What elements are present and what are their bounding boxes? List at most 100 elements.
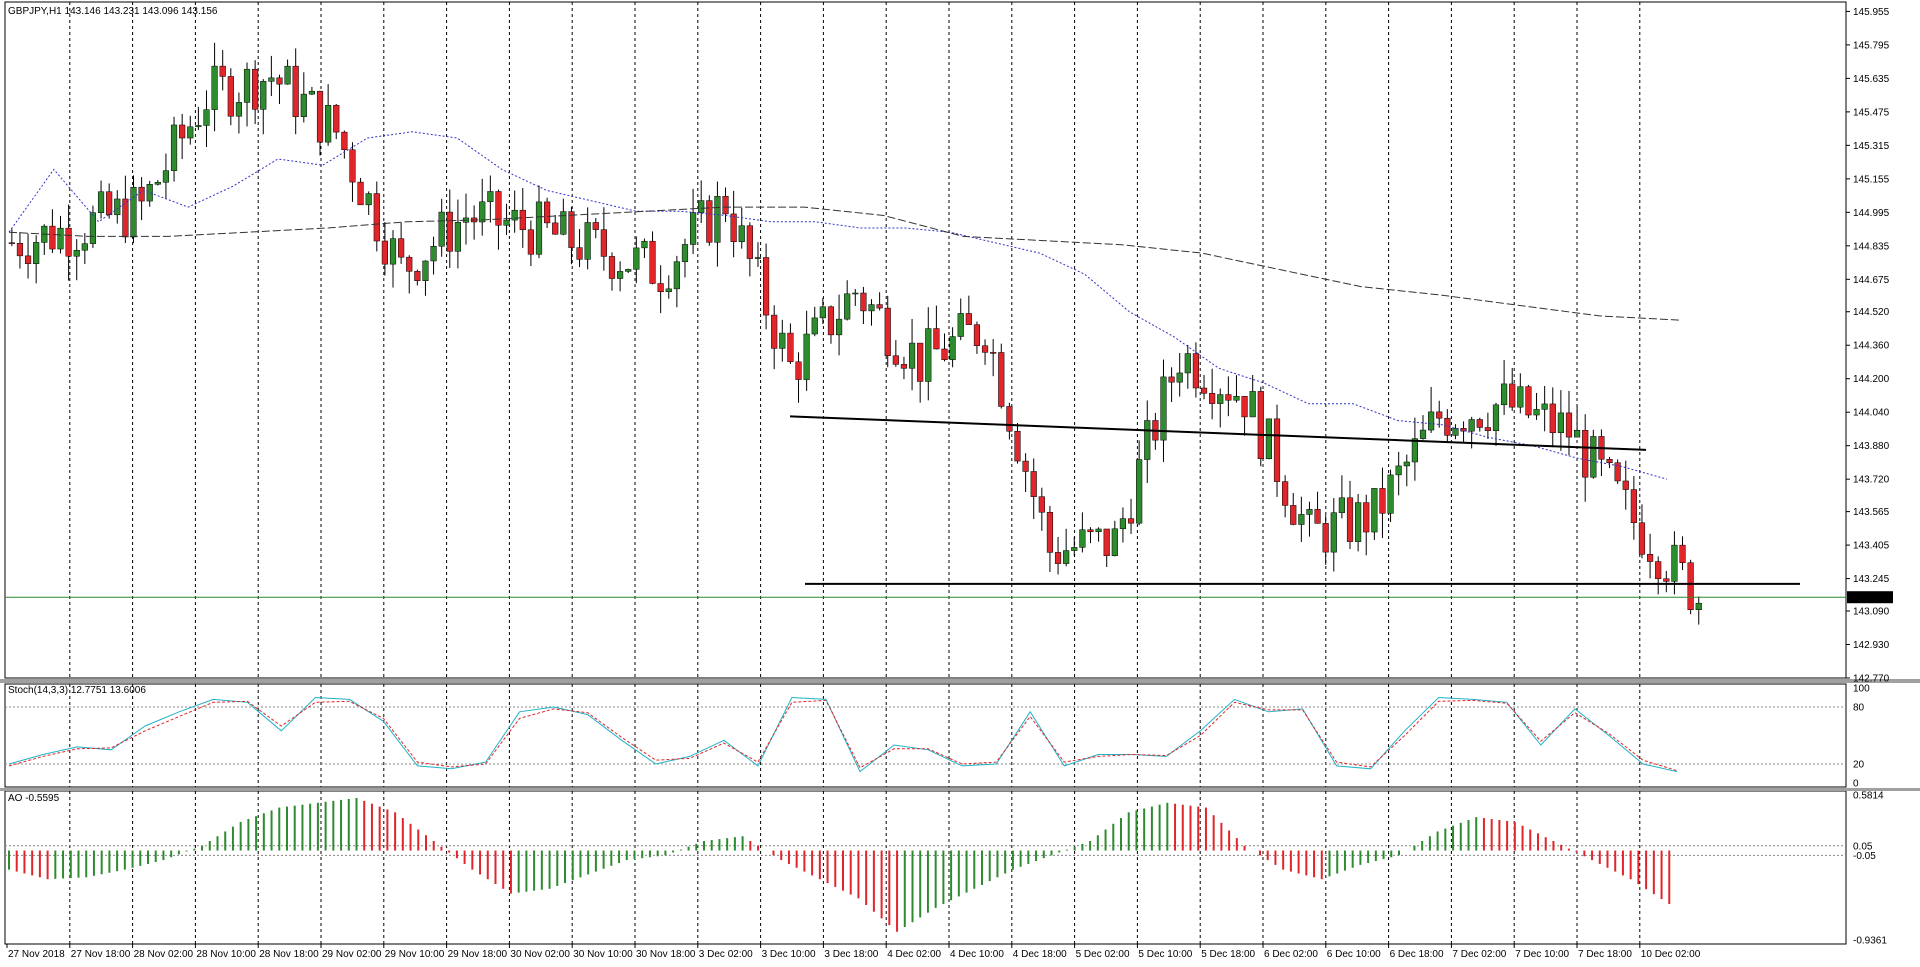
y-tick-label: 143.405 (1853, 541, 1890, 552)
candle-body (1063, 550, 1070, 564)
candle-body (1200, 387, 1208, 394)
candle-body (649, 240, 656, 284)
candle-body (608, 256, 616, 279)
candle-body (746, 225, 753, 259)
candle-body (73, 250, 80, 257)
candle-body (1282, 481, 1289, 506)
candle-body (965, 313, 972, 325)
ao-level-label: -0.9361 (1853, 936, 1887, 947)
candle-body (1517, 386, 1524, 408)
candle-body (625, 269, 632, 272)
candle-body (389, 238, 397, 265)
awesome-oscillator-panel[interactable] (5, 798, 1846, 932)
stoch-signal-line (8, 699, 1678, 772)
y-tick-label: 145.155 (1853, 174, 1890, 185)
x-tick-label: 27 Nov 18:00 (71, 949, 131, 960)
candle-body (57, 227, 64, 250)
y-tick-label: 144.835 (1853, 241, 1890, 252)
candle-body (973, 324, 981, 347)
candle-body (641, 240, 648, 249)
candle-body (1087, 529, 1094, 532)
candle-body (1168, 376, 1175, 383)
stoch-level-label: 80 (1853, 703, 1865, 714)
candle-body (373, 193, 380, 242)
candle-body (130, 186, 137, 238)
candle-body (1476, 419, 1483, 428)
candle-body (1557, 412, 1564, 434)
candle-body (1144, 420, 1151, 460)
candle-body (560, 211, 567, 235)
stoch-level-label: 20 (1853, 760, 1865, 771)
panel-separator (0, 788, 1920, 791)
candle-body (308, 90, 316, 95)
y-tick-label: 143.090 (1853, 607, 1890, 618)
candle-body (519, 209, 526, 230)
candle-body (933, 328, 940, 350)
candle-body (827, 306, 835, 336)
candle-body (1371, 488, 1378, 533)
stoch-label: Stoch(14,3,3) 12.7751 13.6006 (8, 685, 146, 696)
candle-body (1225, 394, 1232, 401)
panel-border-2 (4, 790, 1847, 945)
stochastic-panel[interactable] (5, 696, 1846, 773)
candle-body (154, 182, 161, 185)
candle-body (487, 191, 494, 203)
candle-body (552, 222, 559, 235)
candle-body (698, 200, 705, 213)
candle-body (243, 68, 251, 103)
price-panel[interactable] (5, 42, 1846, 625)
x-tick-label: 29 Nov 02:00 (322, 949, 382, 960)
y-tick-label: 144.360 (1853, 341, 1890, 352)
candle-body (779, 332, 786, 349)
x-tick-label: 27 Nov 2018 (8, 949, 65, 960)
y-tick-label: 145.315 (1853, 141, 1890, 152)
candle-body (1655, 561, 1662, 579)
candle-body (316, 90, 324, 143)
ao-label: AO -0.5595 (8, 793, 60, 804)
candle-body (49, 225, 56, 250)
candle-body (990, 352, 997, 354)
candle-body (219, 65, 226, 77)
ao-level-label: 0.5814 (1853, 791, 1884, 802)
candle-body (1290, 505, 1297, 525)
x-tick-label: 5 Dec 10:00 (1138, 949, 1192, 960)
x-tick-label: 10 Dec 02:00 (1641, 949, 1701, 960)
candle-body (1363, 502, 1370, 533)
candle-body (106, 191, 113, 216)
stoch-level-label: 100 (1853, 684, 1870, 695)
candle-body (925, 328, 932, 382)
candle-body (787, 332, 794, 363)
candle-body (16, 242, 24, 257)
candle-body (1136, 459, 1143, 524)
candle-body (1484, 427, 1491, 431)
candle-body (762, 257, 770, 316)
candle-body (908, 342, 916, 369)
moving-average-line (8, 131, 1668, 480)
candle-body (1209, 393, 1216, 404)
candle-body (738, 225, 745, 242)
x-tick-label: 4 Dec 10:00 (950, 949, 1004, 960)
candle-body (406, 256, 413, 272)
y-tick-label: 142.930 (1853, 640, 1890, 651)
candle-body (1338, 497, 1345, 513)
neckline-trendline (789, 415, 1647, 451)
candle-body (1054, 552, 1062, 564)
x-tick-label: 28 Nov 18:00 (259, 949, 319, 960)
candle-body (146, 184, 153, 202)
candle-body (868, 304, 875, 312)
x-tick-label: 7 Dec 18:00 (1578, 949, 1632, 960)
candle-body (568, 211, 575, 248)
candle-body (276, 77, 283, 85)
x-tick-label: 28 Nov 02:00 (134, 949, 194, 960)
candle-body (1606, 459, 1613, 463)
candle-body (260, 81, 267, 110)
candle-body (673, 261, 680, 290)
x-tick-label: 28 Nov 10:00 (196, 949, 256, 960)
candle-body (584, 222, 591, 260)
candle-body (292, 65, 299, 117)
candle-body (844, 293, 851, 320)
candle-body (97, 191, 105, 213)
candle-body (1541, 403, 1548, 410)
x-tick-label: 3 Dec 18:00 (824, 949, 878, 960)
